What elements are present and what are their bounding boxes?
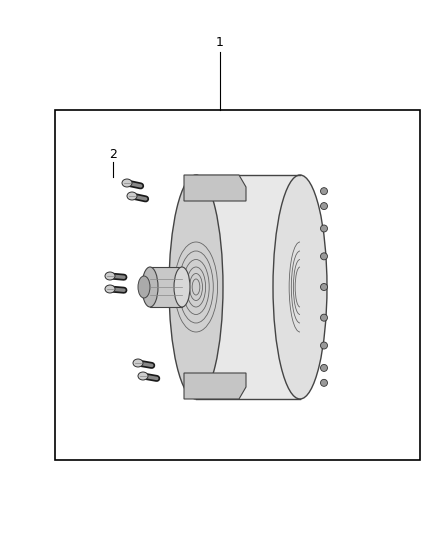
Ellipse shape: [169, 175, 223, 399]
Text: 1: 1: [216, 36, 224, 49]
Ellipse shape: [122, 179, 132, 187]
Circle shape: [321, 284, 328, 290]
Circle shape: [321, 365, 328, 372]
Circle shape: [321, 225, 328, 232]
Polygon shape: [150, 267, 182, 307]
Circle shape: [321, 188, 328, 195]
Text: 2: 2: [109, 149, 117, 161]
Ellipse shape: [105, 285, 115, 293]
Polygon shape: [184, 373, 246, 399]
Ellipse shape: [142, 267, 158, 307]
Polygon shape: [196, 175, 300, 399]
Ellipse shape: [138, 276, 150, 298]
Circle shape: [321, 253, 328, 260]
Ellipse shape: [105, 272, 115, 280]
Circle shape: [321, 314, 328, 321]
Ellipse shape: [174, 267, 190, 307]
Ellipse shape: [127, 192, 137, 200]
Ellipse shape: [138, 372, 148, 380]
Ellipse shape: [273, 175, 327, 399]
Circle shape: [321, 342, 328, 349]
Circle shape: [321, 203, 328, 209]
Polygon shape: [184, 175, 246, 201]
Ellipse shape: [133, 359, 143, 367]
Circle shape: [321, 379, 328, 386]
Bar: [55, 110, 420, 460]
